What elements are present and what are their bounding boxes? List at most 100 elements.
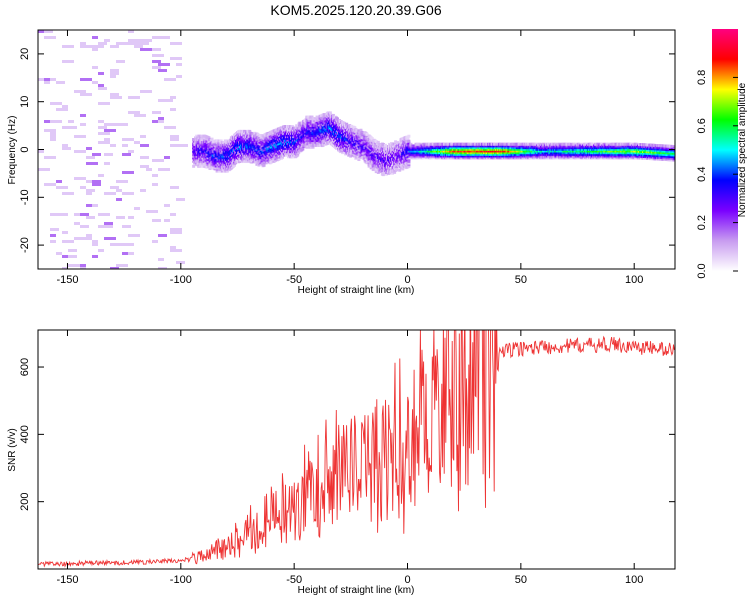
heatmap-cell bbox=[200, 163, 204, 167]
heatmap-cell bbox=[170, 57, 182, 60]
heatmap-cell bbox=[62, 144, 68, 147]
heatmap-cell bbox=[309, 145, 313, 149]
heatmap-cell bbox=[86, 234, 92, 237]
heatmap-cell bbox=[158, 258, 164, 261]
heatmap-cell bbox=[122, 42, 134, 45]
heatmap-cell bbox=[164, 126, 176, 129]
heatmap-cell bbox=[50, 120, 62, 123]
heatmap-cell bbox=[164, 78, 170, 81]
heatmap-cell bbox=[396, 141, 400, 145]
heatmap-cell bbox=[86, 216, 95, 219]
heatmap-cell bbox=[44, 36, 56, 39]
heatmap-cell bbox=[170, 186, 179, 189]
heatmap-cell bbox=[262, 163, 266, 167]
heatmap-cell bbox=[98, 120, 104, 123]
heatmap-cell bbox=[50, 102, 62, 105]
heatmap-cell bbox=[301, 147, 305, 151]
heatmap-cell bbox=[417, 156, 421, 160]
heatmap-cell bbox=[219, 139, 223, 143]
heatmap-cell bbox=[421, 156, 425, 160]
heatmap-cell bbox=[68, 249, 77, 252]
heatmap-cell bbox=[98, 126, 107, 129]
heatmap-cell bbox=[170, 138, 179, 141]
heatmap-cell bbox=[199, 136, 203, 140]
heatmap-cell bbox=[350, 124, 354, 128]
heatmap-cell bbox=[311, 142, 315, 146]
heatmap-cell bbox=[170, 108, 176, 111]
heatmap-cell bbox=[353, 126, 357, 130]
heatmap-cell bbox=[92, 45, 104, 48]
heatmap-cell bbox=[200, 134, 204, 138]
heatmap-cell bbox=[528, 156, 532, 160]
heatmap-cell bbox=[383, 143, 387, 147]
heatmap-cell bbox=[210, 137, 214, 141]
heatmap-cell bbox=[50, 78, 56, 81]
heatmap-cell bbox=[128, 252, 134, 255]
heatmap-cell bbox=[140, 90, 152, 93]
heatmap-cell bbox=[343, 121, 347, 125]
heatmap-cell bbox=[262, 162, 266, 166]
heatmap-cell bbox=[110, 93, 119, 96]
heatmap-cell bbox=[315, 115, 319, 119]
heatmap-cell bbox=[381, 173, 385, 177]
heatmap-cell bbox=[98, 141, 110, 144]
heatmap-cell bbox=[407, 158, 411, 162]
heatmap-cell bbox=[384, 172, 388, 176]
heatmap-cell bbox=[370, 137, 374, 141]
heatmap-cell bbox=[50, 213, 56, 216]
heatmap-cell bbox=[176, 75, 182, 78]
heatmap-cell bbox=[110, 72, 119, 75]
heatmap-cell bbox=[164, 156, 170, 159]
heatmap-cell bbox=[158, 168, 170, 171]
heatmap-cell bbox=[128, 39, 140, 42]
heatmap-cell bbox=[68, 264, 80, 267]
heatmap-cell bbox=[164, 99, 173, 102]
heatmap-cell bbox=[222, 141, 226, 145]
heatmap-cell bbox=[104, 39, 110, 42]
heatmap-cell bbox=[158, 99, 167, 102]
heatmap-cell bbox=[170, 42, 182, 45]
heatmap-cell bbox=[128, 150, 134, 153]
heatmap-cell bbox=[218, 167, 222, 171]
heatmap-cell bbox=[92, 36, 98, 39]
heatmap-cell bbox=[158, 117, 164, 120]
heatmap-cell bbox=[238, 160, 242, 164]
heatmap-cell bbox=[140, 165, 149, 168]
heatmap-cell bbox=[92, 48, 98, 51]
heatmap-cell bbox=[98, 42, 107, 45]
heatmap-cell bbox=[305, 117, 309, 121]
heatmap-cell bbox=[104, 123, 116, 126]
heatmap-cell bbox=[170, 96, 176, 99]
heatmap-cell bbox=[321, 143, 325, 147]
heatmap-cell bbox=[98, 102, 110, 105]
heatmap-cell bbox=[152, 111, 161, 114]
heatmap-cell bbox=[292, 155, 296, 159]
heatmap-cell bbox=[158, 36, 170, 39]
heatmap-cell bbox=[110, 144, 116, 147]
heatmap-cell bbox=[198, 164, 202, 168]
heatmap-cell bbox=[80, 78, 92, 81]
heatmap-cell bbox=[152, 174, 158, 177]
heatmap-cell bbox=[104, 222, 113, 225]
heatmap-cell bbox=[140, 39, 152, 42]
heatmap-cell bbox=[80, 93, 92, 96]
heatmap-cell bbox=[110, 243, 122, 246]
heatmap-cell bbox=[328, 111, 332, 115]
heatmap-cell bbox=[104, 237, 116, 240]
heatmap-cell bbox=[374, 170, 378, 174]
heatmap-cell bbox=[62, 231, 68, 234]
heatmap-cell bbox=[348, 124, 352, 128]
heatmap-cell bbox=[158, 63, 170, 66]
heatmap-cell bbox=[407, 164, 411, 168]
heatmap-cell bbox=[409, 142, 413, 146]
heatmap-cell bbox=[170, 231, 182, 234]
heatmap-cell bbox=[74, 222, 80, 225]
heatmap-cell bbox=[140, 48, 152, 51]
heatmap-cell bbox=[140, 189, 146, 192]
heatmap-cell bbox=[164, 219, 170, 222]
heatmap-cell bbox=[152, 66, 161, 69]
heatmap-cell bbox=[391, 171, 395, 175]
heatmap-cell bbox=[243, 158, 247, 162]
heatmap-cell bbox=[195, 134, 199, 138]
